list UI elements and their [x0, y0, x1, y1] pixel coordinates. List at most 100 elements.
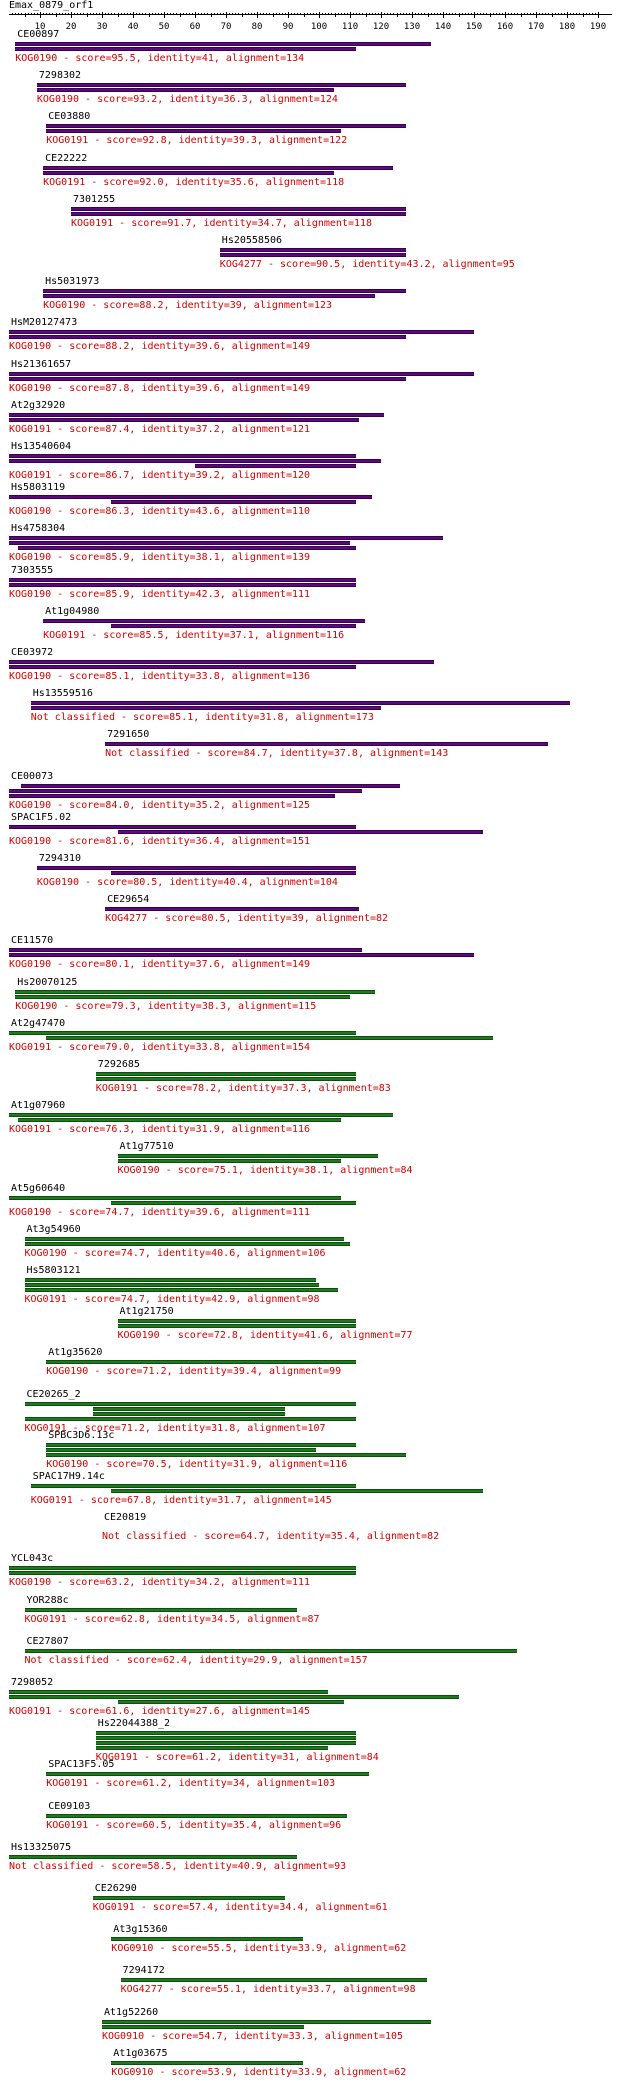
hit-description[interactable]: KOG0190 - score=95.5, identity=41, align…: [15, 53, 305, 64]
hit-description[interactable]: KOG0191 - score=61.2, identity=34, align…: [46, 1778, 336, 1790]
hit-description[interactable]: KOG0190 - score=80.1, identity=37.6, ali…: [9, 959, 311, 971]
hit-description[interactable]: KOG0190 - score=79.3, identity=38.3, ali…: [15, 1000, 317, 1012]
alignment-bar[interactable]: [9, 1690, 329, 1694]
hit-description[interactable]: Not classified - score=62.4, identity=29…: [24, 1654, 368, 1666]
alignment-bar[interactable]: [18, 546, 357, 551]
alignment-bar[interactable]: [117, 829, 484, 834]
alignment-bar[interactable]: [43, 294, 375, 299]
hit-name[interactable]: Hs20558506: [221, 235, 283, 246]
hit-name[interactable]: CE29654: [107, 894, 150, 906]
alignment-bar[interactable]: [111, 500, 357, 505]
hit-name[interactable]: 7292685: [97, 1059, 140, 1070]
hit-name[interactable]: CE09103: [48, 1800, 91, 1812]
alignment-bar[interactable]: [111, 1200, 357, 1205]
hit-description[interactable]: KOG0190 - score=74.7, identity=39.6, ali…: [9, 1206, 311, 1218]
hit-name[interactable]: At5g60640: [11, 1182, 66, 1194]
hit-name[interactable]: At2g47470: [11, 1017, 66, 1029]
alignment-bar[interactable]: [46, 129, 341, 134]
hit-name[interactable]: 7291650: [107, 729, 150, 741]
hit-name[interactable]: At1g35620: [48, 1347, 103, 1359]
alignment-bar[interactable]: [9, 577, 357, 582]
alignment-bar[interactable]: [46, 1452, 406, 1457]
alignment-bar[interactable]: [111, 871, 357, 875]
alignment-bar[interactable]: [43, 618, 366, 623]
hit-description[interactable]: KOG0191 - score=61.6, identity=27.6, ali…: [9, 1706, 311, 1717]
alignment-bar[interactable]: [9, 1195, 341, 1200]
alignment-bar[interactable]: [9, 1030, 357, 1035]
hit-description[interactable]: KOG0190 - score=88.2, identity=39, align…: [43, 300, 333, 312]
alignment-bar[interactable]: [46, 124, 406, 129]
alignment-bar[interactable]: [105, 907, 360, 912]
hit-name[interactable]: Hs13559516: [32, 688, 93, 700]
hit-name[interactable]: Hs21361657: [11, 358, 72, 370]
alignment-bar[interactable]: [46, 1772, 369, 1777]
hit-name[interactable]: 7298052: [11, 1677, 54, 1688]
alignment-bar[interactable]: [71, 206, 406, 211]
hit-name[interactable]: 7294172: [122, 1965, 165, 1977]
alignment-bar[interactable]: [9, 536, 443, 541]
alignment-bar[interactable]: [9, 788, 363, 793]
alignment-bar[interactable]: [9, 1566, 357, 1571]
hit-name[interactable]: CE03972: [11, 647, 54, 658]
hit-description[interactable]: KOG4277 - score=55.1, identity=33.7, ali…: [120, 1984, 416, 1996]
hit-name[interactable]: CE22222: [45, 152, 88, 164]
hit-description[interactable]: Not classified - score=84.7, identity=37…: [105, 748, 449, 760]
hit-description[interactable]: KOG0191 - score=62.8, identity=34.5, ali…: [24, 1613, 320, 1625]
alignment-bar[interactable]: [9, 335, 406, 340]
alignment-bar[interactable]: [24, 1278, 316, 1282]
alignment-bar[interactable]: [24, 1648, 518, 1653]
hit-description[interactable]: KOG4277 - score=80.5, identity=39, align…: [105, 913, 389, 925]
alignment-bar[interactable]: [24, 1236, 344, 1241]
hit-name[interactable]: CE00073: [11, 770, 54, 782]
hit-description[interactable]: KOG0190 - score=70.5, identity=31.9, ali…: [46, 1458, 348, 1470]
hit-name[interactable]: CE03880: [48, 111, 91, 123]
hit-description[interactable]: KOG0190 - score=71.2, identity=39.4, ali…: [46, 1366, 342, 1378]
alignment-bar[interactable]: [24, 1416, 357, 1421]
alignment-bar[interactable]: [95, 1736, 357, 1741]
hit-description[interactable]: KOG0191 - score=74.7, identity=42.9, ali…: [24, 1294, 320, 1305]
hit-description[interactable]: KOG0190 - score=85.9, identity=38.1, ali…: [9, 552, 311, 564]
hit-description[interactable]: KOG0191 - score=92.0, identity=35.6, ali…: [43, 176, 345, 188]
hit-description[interactable]: KOG0190 - score=87.8, identity=39.6, ali…: [9, 382, 311, 394]
alignment-bar[interactable]: [195, 464, 357, 468]
hit-name[interactable]: Hs13540604: [11, 441, 72, 452]
alignment-bar[interactable]: [102, 2019, 431, 2024]
hit-description[interactable]: KOG0190 - score=88.2, identity=39.6, ali…: [9, 341, 311, 353]
alignment-bar[interactable]: [9, 1571, 357, 1576]
hit-name[interactable]: CE26290: [94, 1883, 137, 1894]
alignment-bar[interactable]: [102, 2024, 304, 2029]
hit-name[interactable]: CE20819: [104, 1512, 147, 1524]
hit-description[interactable]: KOG0190 - score=85.1, identity=33.8, ali…: [9, 671, 311, 682]
alignment-bar[interactable]: [9, 495, 372, 500]
alignment-bar[interactable]: [30, 701, 571, 706]
alignment-bar[interactable]: [117, 1319, 357, 1324]
alignment-bar[interactable]: [95, 1072, 357, 1076]
hit-name[interactable]: YCL043c: [11, 1553, 54, 1565]
alignment-bar[interactable]: [30, 706, 381, 711]
hit-description[interactable]: KOG0190 - score=72.8, identity=41.6, ali…: [117, 1330, 413, 1342]
hit-name[interactable]: 7301255: [73, 193, 116, 205]
hit-name[interactable]: At2g32920: [11, 399, 66, 411]
alignment-bar[interactable]: [9, 371, 474, 376]
hit-name[interactable]: At1g52260: [104, 2006, 159, 2018]
alignment-bar[interactable]: [95, 1731, 357, 1736]
alignment-bar[interactable]: [46, 1035, 493, 1040]
hit-name[interactable]: SPAC13F5.05: [48, 1759, 115, 1771]
alignment-bar[interactable]: [36, 866, 357, 870]
alignment-bar[interactable]: [24, 1283, 319, 1287]
alignment-bar[interactable]: [46, 1447, 316, 1452]
alignment-bar[interactable]: [9, 948, 363, 953]
alignment-bar[interactable]: [111, 623, 357, 628]
hit-name[interactable]: At3g15360: [113, 1924, 168, 1936]
hit-name[interactable]: At1g04980: [45, 605, 100, 617]
hit-name[interactable]: At3g54960: [26, 1223, 81, 1235]
hit-name[interactable]: 7298302: [38, 70, 82, 82]
hit-description[interactable]: KOG0191 - score=86.7, identity=39.2, ali…: [9, 470, 311, 481]
hit-description[interactable]: KOG0191 - score=87.4, identity=37.2, ali…: [9, 423, 311, 435]
hit-description[interactable]: KOG0190 - score=86.3, identity=43.6, ali…: [9, 506, 311, 518]
alignment-bar[interactable]: [92, 1406, 285, 1411]
hit-description[interactable]: KOG0910 - score=53.9, identity=33.9, ali…: [111, 2066, 407, 2078]
alignment-bar[interactable]: [117, 1700, 344, 1704]
hit-description[interactable]: KOG0190 - score=84.0, identity=35.2, ali…: [9, 799, 311, 811]
alignment-bar[interactable]: [105, 742, 549, 747]
